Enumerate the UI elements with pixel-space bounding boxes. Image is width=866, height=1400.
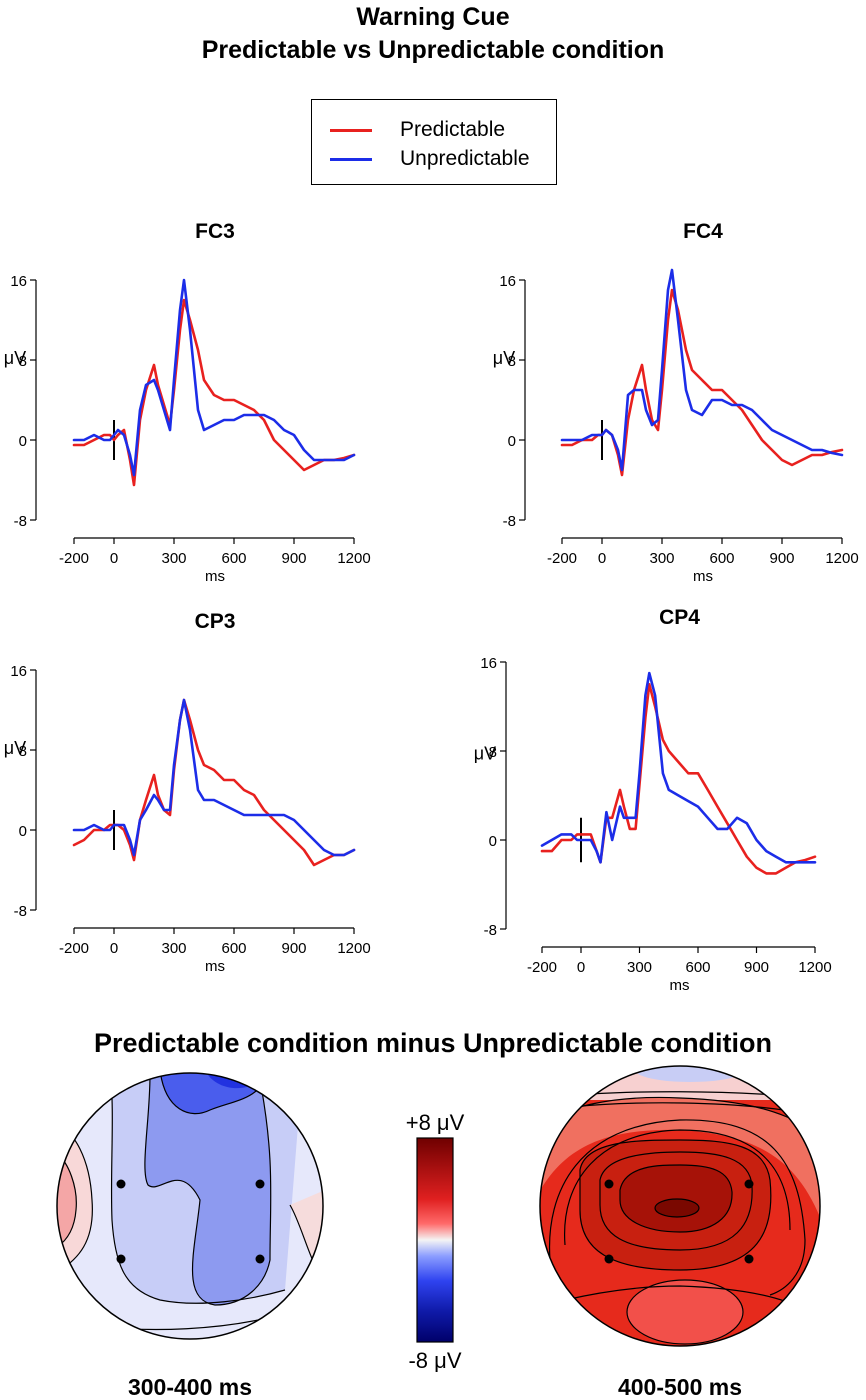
x-tick-label-cp4: 900 [744,959,769,976]
x-tick-label-fc4: 300 [649,550,674,567]
topo-right-head-outline [539,1065,821,1347]
y-tick-label-cp4: 8 [489,744,497,761]
panel-title-fc4: FC4 [683,220,723,243]
y-tick-label-fc3: 16 [10,273,27,290]
topo-right-peak [655,1199,699,1217]
y-tick-label-cp3: 16 [10,663,27,680]
series-predictable-fc3 [72,298,356,487]
x-tick-label-cp3: 900 [281,940,306,957]
x-tick-label-fc3: 0 [110,550,118,567]
series-unpredictable-cp3 [72,698,356,857]
x-tick-label-fc4: 1200 [825,550,858,567]
series-predictable-cp4 [540,682,817,875]
y-tick-label-cp4: 0 [489,833,497,850]
topomap-300-400: 300-400 ms [56,1072,324,1400]
topo-left-label: 300-400 ms [128,1374,252,1400]
legend-item-unpredictable: Unpredictable [330,147,530,171]
topomap-title: Predictable condition minus Unpredictabl… [93,1028,773,1058]
electrode-fc3-left [116,1179,126,1189]
erp-panel-cp3: CP3 -8 0 8 16 μV -200 0 300 600 900 1200 ms [4,610,371,975]
x-tick-label-fc4: 900 [769,550,794,567]
x-axis-label-fc4: ms [693,568,713,585]
x-tick-label-cp3: 600 [221,940,246,957]
x-axis-label-cp4: ms [670,977,690,994]
electrode-fc4-left [255,1179,265,1189]
y-tick-label-fc3: -8 [14,513,27,530]
x-tick-label-fc4: -200 [547,550,577,567]
y-axis-label-cp3: μV [4,738,26,758]
panel-title-cp3: CP3 [195,610,236,633]
x-tick-label-cp4: 0 [577,959,585,976]
y-tick-label-cp3: 0 [19,823,27,840]
electrode-fc3-right [604,1179,614,1189]
y-tick-label-fc4: 8 [508,353,516,370]
y-tick-label-fc4: -8 [503,513,516,530]
x-tick-label-cp4: -200 [527,959,557,976]
x-tick-label-fc3: 600 [221,550,246,567]
erp-panel-fc4: FC4 -8 0 8 16 μV -200 0 300 600 900 1200 ms [493,220,859,585]
x-tick-label-cp3: 1200 [337,940,370,957]
panel-title-cp4: CP4 [659,606,700,629]
y-tick-label-cp4: -8 [484,922,497,939]
erp-panel-fc3: FC3 -8 0 8 16 μV -200 0 300 600 900 1200 ms [4,220,371,585]
topo-right-light-band [540,1097,820,1230]
erp-panels: FC3 -8 0 8 16 μV -200 0 300 600 900 1200 ms FC4 -8 0 8 16… [4,220,859,994]
legend-swatch-predictable [330,128,372,132]
x-tick-label-fc4: 600 [709,550,734,567]
y-tick-label-fc3: 8 [19,353,27,370]
topo-right-blue-top [635,1066,745,1082]
y-tick-label-cp4: 16 [480,655,497,672]
colorbar-scale [416,1137,454,1343]
electrode-fc4-right [744,1179,754,1189]
x-tick-label-cp4: 600 [685,959,710,976]
x-tick-label-cp3: 300 [161,940,186,957]
legend-label-unpredictable: Unpredictable [400,147,530,170]
x-tick-label-fc3: 900 [281,550,306,567]
erp-panel-cp4: CP4 -8 0 8 16 μV -200 0 300 600 900 1200 ms [474,606,832,994]
y-tick-label-fc4: 0 [508,433,516,450]
electrode-cp3-left [116,1254,126,1264]
series-unpredictable-fc3 [72,278,356,477]
x-tick-label-cp3: -200 [59,940,89,957]
topo-right-bottom-blob [627,1280,743,1344]
y-tick-label-fc3: 0 [19,433,27,450]
figure-title: Warning Cue [356,3,510,31]
y-tick-label-fc4: 16 [499,273,516,290]
x-axis-label-cp3: ms [205,958,225,975]
colorbar-min-label: -8 μV [408,1348,461,1373]
figure-subtitle: Predictable vs Unpredictable condition [201,36,665,64]
colorbar: +8 μV -8 μV [406,1110,465,1373]
y-axis-label-fc3: μV [4,348,26,368]
y-tick-label-cp3: 8 [19,743,27,760]
x-tick-label-fc3: 1200 [337,550,370,567]
electrode-cp4-left [255,1254,265,1264]
series-unpredictable-cp4 [540,671,817,864]
legend-swatch-unpredictable [330,157,372,161]
topo-left-head-outline [56,1072,324,1340]
x-tick-label-cp3: 0 [110,940,118,957]
panel-title-fc3: FC3 [195,220,235,243]
x-axis-label-fc3: ms [205,568,225,585]
legend-label-predictable: Predictable [400,118,506,141]
electrode-cp4-right [744,1254,754,1264]
topomap-400-500: 400-500 ms [539,1065,821,1400]
y-tick-label-cp3: -8 [14,903,27,920]
colorbar-max-label: +8 μV [406,1110,465,1135]
topo-right-label: 400-500 ms [618,1374,742,1400]
topo-left-blue-region [144,1075,271,1305]
series-unpredictable-fc4 [560,268,844,472]
legend-item-predictable: Predictable [330,118,505,142]
electrode-cp3-right [604,1254,614,1264]
y-axis-label-fc4: μV [493,348,515,368]
x-tick-label-cp4: 1200 [798,959,831,976]
x-tick-label-fc3: -200 [59,550,89,567]
x-tick-label-fc3: 300 [161,550,186,567]
x-tick-label-cp4: 300 [627,959,652,976]
legend: Predictable Unpredictable [311,99,557,185]
y-axis-label-cp4: μV [474,744,496,764]
x-tick-label-fc4: 0 [598,550,606,567]
